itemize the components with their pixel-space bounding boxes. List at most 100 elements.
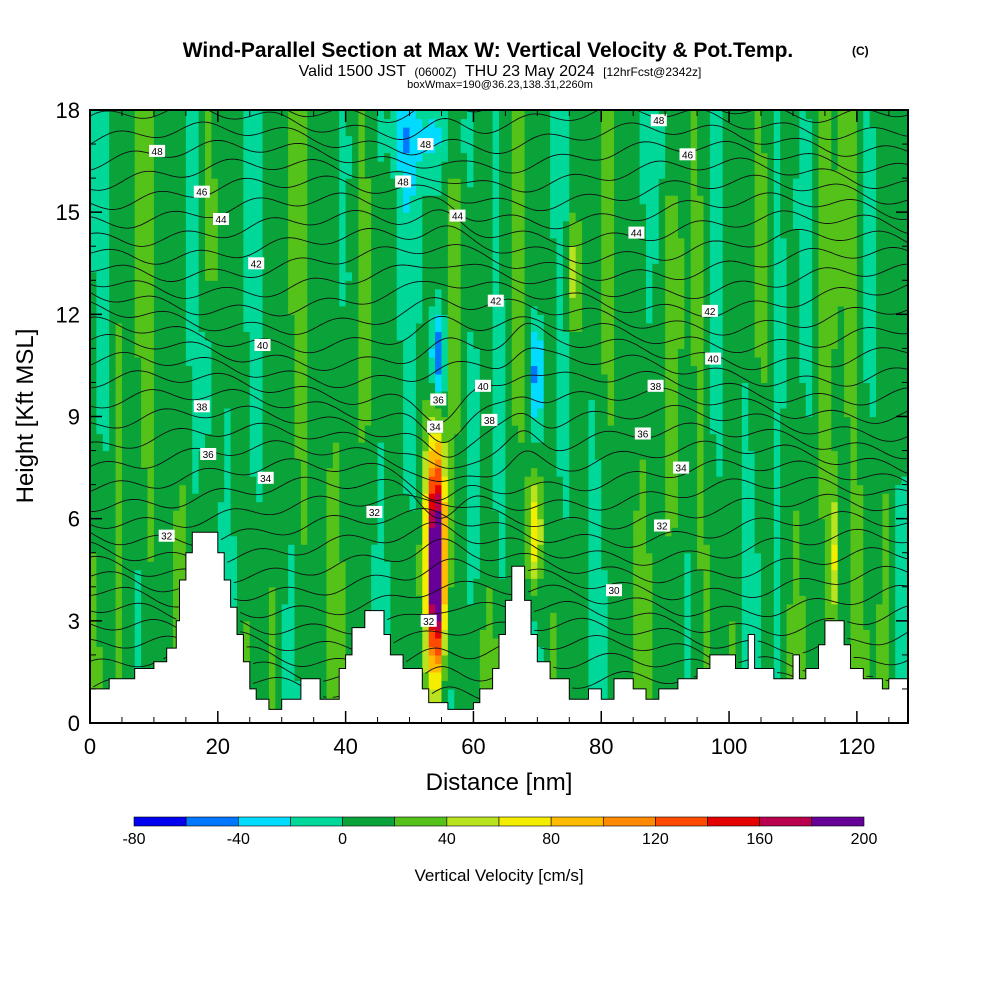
velocity-cell <box>198 110 206 120</box>
velocity-cell <box>339 161 347 171</box>
velocity-cell <box>447 544 455 554</box>
velocity-cell <box>192 493 200 503</box>
velocity-cell <box>281 365 289 375</box>
velocity-cell <box>198 220 206 230</box>
velocity-cell <box>511 450 519 460</box>
velocity-cell <box>179 544 187 554</box>
velocity-cell <box>383 612 391 622</box>
velocity-cell <box>518 169 526 179</box>
velocity-cell <box>205 348 213 358</box>
velocity-cell <box>390 527 398 537</box>
velocity-cell <box>479 203 487 213</box>
velocity-cell <box>518 467 526 477</box>
velocity-cell <box>403 569 411 579</box>
velocity-cell <box>205 339 213 349</box>
velocity-cell <box>435 135 443 145</box>
velocity-cell <box>383 450 391 460</box>
velocity-cell <box>275 246 283 256</box>
velocity-cell <box>492 356 500 367</box>
velocity-cell <box>383 552 391 562</box>
velocity-cell <box>332 229 340 239</box>
velocity-cell <box>524 314 532 324</box>
velocity-cell <box>230 407 238 418</box>
velocity-cell <box>390 399 398 409</box>
velocity-cell <box>447 263 455 273</box>
velocity-cell <box>275 118 283 128</box>
velocity-cell <box>326 186 334 196</box>
velocity-cell <box>147 527 155 537</box>
velocity-cell <box>320 195 328 205</box>
velocity-cell <box>409 663 417 673</box>
velocity-cell <box>492 322 500 332</box>
velocity-cell <box>467 186 475 196</box>
velocity-cell <box>313 586 321 596</box>
velocity-cell <box>115 425 123 435</box>
velocity-cell <box>294 425 302 435</box>
velocity-cell <box>332 612 340 622</box>
velocity-cell <box>428 603 436 613</box>
velocity-cell <box>460 476 468 486</box>
velocity-cell <box>479 646 487 656</box>
velocity-cell <box>153 544 161 554</box>
velocity-cell <box>460 382 468 392</box>
velocity-cell <box>511 203 519 213</box>
velocity-cell <box>109 612 117 622</box>
velocity-cell <box>524 288 532 298</box>
velocity-cell <box>332 671 340 682</box>
velocity-cell <box>268 527 276 537</box>
velocity-cell <box>505 254 513 264</box>
velocity-cell <box>358 178 366 188</box>
velocity-cell <box>166 450 174 460</box>
velocity-cell <box>428 373 436 384</box>
velocity-cell <box>173 390 181 401</box>
velocity-cell <box>467 322 475 332</box>
velocity-cell <box>409 467 417 477</box>
velocity-cell <box>294 688 302 699</box>
velocity-cell <box>262 637 270 647</box>
velocity-cell <box>281 178 289 188</box>
velocity-cell <box>352 561 360 571</box>
velocity-cell <box>524 373 532 384</box>
velocity-cell <box>492 450 500 460</box>
velocity-cell <box>217 527 225 537</box>
velocity-cell <box>205 484 213 494</box>
velocity-cell <box>396 603 404 613</box>
velocity-cell <box>281 484 289 494</box>
velocity-cell <box>90 263 97 273</box>
velocity-cell <box>415 390 423 401</box>
velocity-cell <box>236 348 244 358</box>
velocity-cell <box>211 110 219 120</box>
velocity-cell <box>243 442 251 452</box>
velocity-cell <box>499 169 506 179</box>
velocity-cell <box>345 339 353 349</box>
velocity-cell <box>332 169 340 179</box>
velocity-cell <box>332 654 340 664</box>
velocity-cell <box>147 476 155 486</box>
velocity-cell <box>499 254 506 264</box>
velocity-cell <box>205 280 213 290</box>
velocity-cell <box>109 484 117 494</box>
velocity-cell <box>364 407 372 418</box>
velocity-cell <box>179 510 187 520</box>
velocity-cell <box>121 365 129 375</box>
velocity-cell <box>332 425 340 435</box>
velocity-cell <box>441 186 449 196</box>
velocity-cell <box>205 118 213 128</box>
velocity-cell <box>217 356 225 367</box>
velocity-cell <box>121 382 129 392</box>
velocity-cell <box>281 586 289 596</box>
velocity-cell <box>300 663 308 673</box>
velocity-cell <box>441 297 449 307</box>
velocity-cell <box>390 569 398 579</box>
velocity-cell <box>141 493 149 503</box>
velocity-cell <box>447 118 455 128</box>
velocity-cell <box>371 535 379 545</box>
velocity-cell <box>307 450 315 460</box>
velocity-cell <box>467 416 475 426</box>
velocity-cell <box>102 220 110 230</box>
velocity-cell <box>313 161 321 171</box>
velocity-cell <box>467 578 475 588</box>
velocity-cell <box>192 365 200 375</box>
velocity-cell <box>275 186 283 196</box>
velocity-cell <box>192 195 200 205</box>
